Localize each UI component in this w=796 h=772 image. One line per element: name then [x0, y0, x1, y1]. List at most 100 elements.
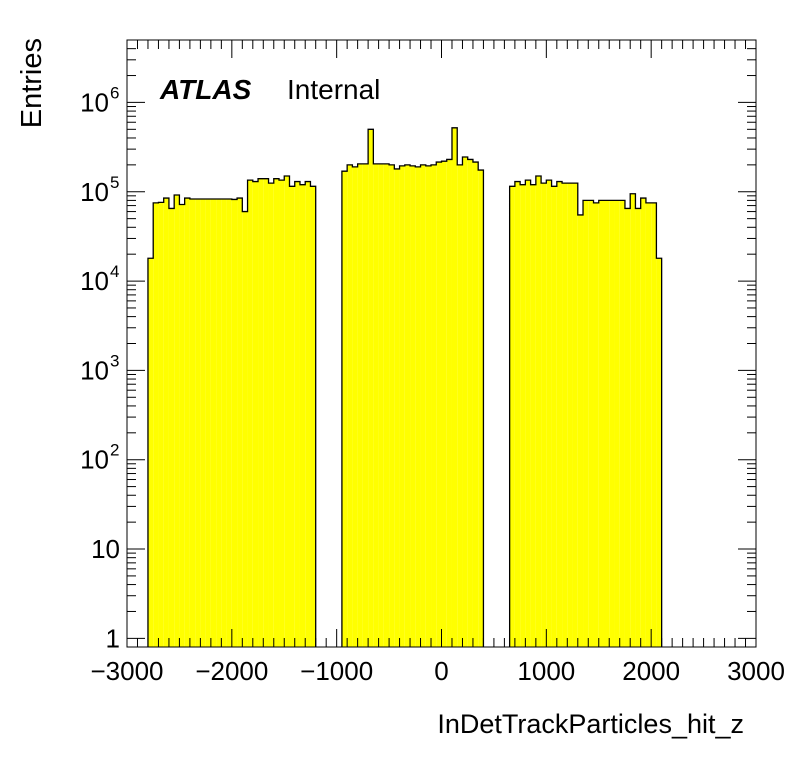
y-tick-exponent: 2	[110, 441, 119, 460]
x-tick-label: −1000	[300, 656, 373, 686]
x-tick-label: 2000	[622, 656, 680, 686]
histogram-bar	[352, 166, 358, 647]
histogram-bar	[530, 184, 536, 648]
histogram-bar	[299, 184, 306, 648]
histogram-bar	[546, 180, 552, 647]
histogram-bar	[226, 198, 232, 647]
histogram-bar	[556, 181, 563, 648]
histogram-bar	[593, 202, 599, 648]
y-tick-label: 10	[80, 266, 109, 296]
histogram-bar	[242, 211, 248, 648]
histogram-bar	[404, 164, 411, 647]
x-tick-label: −2000	[195, 656, 268, 686]
histogram-outline	[508, 175, 663, 647]
histogram-outline	[341, 127, 485, 647]
x-tick-label: 3000	[727, 656, 785, 686]
histogram-bar	[289, 186, 295, 647]
histogram-bar	[263, 178, 269, 648]
histogram-bar	[147, 258, 154, 647]
histogram-bar	[451, 127, 458, 647]
y-tick-label: 10	[91, 534, 120, 564]
histogram-bar	[174, 194, 180, 647]
histogram-bar	[394, 168, 400, 648]
histogram-bar	[462, 156, 468, 647]
y-axis-label: Entries	[16, 38, 48, 128]
histogram-bar	[425, 165, 432, 647]
y-tick-label: 1	[106, 623, 120, 653]
y-tick-exponent: 6	[110, 83, 119, 102]
histogram-bar	[598, 200, 604, 647]
histogram-bar	[310, 186, 316, 647]
histogram-bar	[184, 198, 190, 648]
y-tick-label: 10	[80, 87, 109, 117]
histogram-bar	[457, 164, 463, 647]
y-tick-label: 10	[80, 445, 109, 475]
histogram-bar	[624, 208, 631, 647]
histogram-bar	[541, 183, 547, 647]
histogram-bar	[252, 181, 259, 648]
histogram-bar	[588, 200, 594, 647]
atlas-label: ATLAS	[159, 74, 252, 105]
histogram-bar	[341, 171, 348, 648]
histogram-bar	[383, 163, 390, 647]
histogram-bar	[399, 165, 405, 647]
histogram-bar	[189, 198, 196, 647]
histogram-bar	[216, 198, 222, 647]
histogram-bar	[645, 202, 652, 648]
histogram-bar	[158, 202, 164, 648]
x-axis-label: InDetTrackParticles_hit_z	[437, 709, 744, 739]
y-tick-exponent: 5	[110, 173, 119, 192]
histogram-bar	[525, 180, 531, 647]
x-axis: −3000 −2000 −1000 0 1000 2000 3000	[90, 40, 785, 686]
histogram-bar	[583, 200, 589, 647]
histogram-bar	[577, 214, 584, 648]
histogram-bar	[656, 258, 662, 647]
histogram-bar	[237, 198, 243, 648]
histogram-outline	[147, 175, 317, 647]
histogram-bar	[357, 163, 363, 647]
y-tick-exponent: 4	[110, 262, 119, 281]
histogram-bar	[551, 186, 557, 647]
x-tick-label: 0	[434, 656, 448, 686]
histogram-bar	[520, 184, 526, 648]
histogram-bar	[221, 198, 227, 647]
histogram-bar	[467, 159, 473, 647]
histogram-bar	[609, 200, 615, 647]
histogram-bar	[378, 163, 384, 647]
histogram-bar	[514, 181, 521, 648]
histogram-bar	[284, 176, 290, 647]
histogram-bar	[200, 198, 206, 647]
histogram-bar	[420, 164, 426, 647]
histogram-bar	[509, 186, 515, 647]
histogram-bar	[640, 198, 646, 648]
histogram-bar	[572, 183, 578, 647]
histogram-bar	[210, 198, 217, 647]
histogram-bar	[651, 202, 657, 648]
histogram-bar	[305, 181, 311, 648]
histogram-bar	[478, 170, 484, 648]
histogram-bar	[535, 176, 542, 647]
histogram-bar	[368, 129, 374, 647]
histogram-bar	[630, 193, 636, 648]
histogram-bar	[567, 183, 573, 647]
y-tick-label: 10	[80, 355, 109, 385]
histogram-bar	[441, 161, 447, 647]
histogram-bar	[279, 180, 285, 647]
histogram-bar	[446, 159, 452, 647]
y-tick-label: 10	[80, 177, 109, 207]
histogram-bar	[247, 180, 253, 647]
histogram-bar	[410, 165, 416, 647]
histogram-bar	[614, 200, 620, 647]
histogram-bar	[436, 162, 442, 647]
histogram-bar	[273, 178, 280, 648]
histogram-bar	[635, 208, 641, 647]
histogram-bar	[603, 200, 610, 647]
histogram-bar	[268, 183, 274, 647]
histogram-bar	[389, 164, 395, 647]
histogram-bar	[179, 204, 185, 647]
x-tick-label: −3000	[90, 656, 163, 686]
histogram-bar	[431, 164, 437, 647]
histogram-bar	[195, 198, 201, 647]
